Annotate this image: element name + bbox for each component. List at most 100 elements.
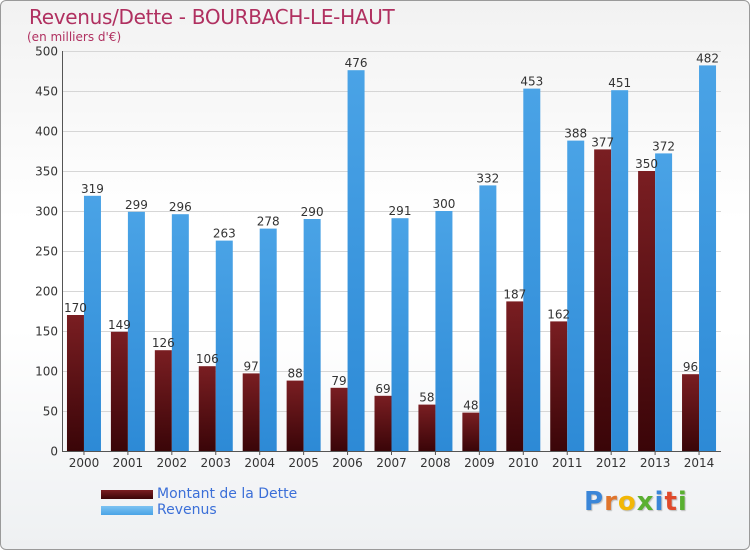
bar-revenus	[435, 211, 453, 451]
data-label-dette: 126	[152, 336, 175, 350]
x-tick-label: 2006	[332, 456, 363, 470]
x-tick-label: 2008	[420, 456, 451, 470]
bar-revenus	[127, 211, 145, 451]
y-tick-label: 250	[35, 245, 58, 259]
bar-dette	[506, 301, 524, 451]
bar-dette	[682, 374, 700, 451]
data-label-dette: 377	[591, 135, 614, 149]
data-label-revenus: 451	[608, 76, 631, 90]
data-label-dette: 69	[375, 382, 390, 396]
logo-letter: P	[584, 487, 605, 517]
x-tick-label: 2001	[113, 456, 144, 470]
logo-letter: t	[664, 487, 678, 517]
bar-revenus	[523, 88, 541, 451]
data-label-revenus: 388	[564, 127, 587, 141]
bar-revenus	[391, 218, 409, 451]
x-tick-label: 2000	[69, 456, 100, 470]
bar-dette	[330, 387, 348, 451]
x-tick-label: 2010	[508, 456, 539, 470]
data-label-dette: 79	[331, 374, 346, 388]
y-tick-label: 450	[35, 85, 58, 99]
bar-dette	[594, 149, 612, 451]
data-label-revenus: 299	[125, 198, 148, 212]
logo-letter: r	[604, 487, 618, 517]
chart-title: Revenus/Dette - BOURBACH-LE-HAUT	[29, 5, 395, 29]
data-label-revenus: 263	[213, 227, 236, 241]
bar-revenus	[347, 70, 365, 451]
x-tick-label: 2007	[376, 456, 407, 470]
data-label-dette: 170	[64, 301, 87, 315]
bar-revenus	[215, 240, 233, 451]
bar-revenus	[611, 90, 629, 451]
bar-dette	[198, 366, 216, 451]
bar-dette	[418, 404, 436, 451]
y-tick-label: 350	[35, 165, 58, 179]
logo-letter: x	[636, 487, 655, 517]
data-label-dette: 350	[635, 157, 658, 171]
data-label-revenus: 482	[696, 51, 719, 65]
data-label-revenus: 296	[169, 200, 192, 214]
bar-dette	[286, 380, 304, 451]
bar-dette	[242, 373, 260, 451]
x-tick-label: 2014	[684, 456, 715, 470]
logo-letter: i	[677, 487, 688, 517]
data-label-dette: 149	[108, 318, 131, 332]
bar-dette	[66, 315, 84, 451]
bar-revenus	[655, 153, 673, 451]
data-label-revenus: 372	[652, 139, 675, 153]
data-label-dette: 58	[419, 391, 434, 405]
data-label-dette: 187	[503, 287, 526, 301]
y-tick-label: 300	[35, 205, 58, 219]
legend-swatch-revenus	[101, 506, 153, 515]
y-tick-label: 100	[35, 365, 58, 379]
x-tick-label: 2002	[157, 456, 188, 470]
y-tick-label: 200	[35, 285, 58, 299]
bar-revenus	[259, 228, 277, 451]
y-tick-label: 400	[35, 125, 58, 139]
bar-revenus	[567, 140, 585, 451]
proxiti-logo: Proxiti	[584, 487, 688, 517]
data-label-dette: 48	[463, 399, 478, 413]
y-tick-label: 150	[35, 325, 58, 339]
bar-revenus	[303, 219, 321, 451]
data-label-revenus: 476	[345, 56, 368, 70]
data-label-revenus: 319	[81, 182, 104, 196]
data-label-dette: 162	[547, 307, 570, 321]
logo-letter: o	[617, 487, 637, 517]
bar-dette	[374, 395, 392, 451]
data-label-dette: 97	[244, 359, 259, 373]
data-label-revenus: 290	[301, 205, 324, 219]
legend-label-dette: Montant de la Dette	[157, 486, 298, 502]
bar-dette	[154, 350, 172, 451]
bar-dette	[110, 331, 128, 451]
data-label-revenus: 300	[432, 197, 455, 211]
y-tick-label: 500	[35, 45, 58, 59]
data-label-revenus: 278	[257, 215, 280, 229]
data-label-dette: 88	[287, 367, 302, 381]
x-tick-label: 2005	[288, 456, 319, 470]
bar-revenus	[83, 195, 101, 451]
bar-dette	[638, 171, 656, 451]
logo-letter: i	[654, 487, 665, 517]
y-tick-label: 0	[50, 445, 58, 459]
x-tick-label: 2012	[596, 456, 627, 470]
data-label-revenus: 453	[520, 75, 543, 89]
bar-revenus	[479, 185, 497, 451]
x-tick-label: 2011	[552, 456, 583, 470]
x-tick-label: 2003	[200, 456, 231, 470]
data-label-dette: 96	[683, 360, 698, 374]
data-label-revenus: 291	[389, 204, 412, 218]
legend-label-revenus: Revenus	[157, 502, 217, 518]
legend-swatch-dette	[101, 490, 153, 499]
data-label-revenus: 332	[476, 171, 499, 185]
data-label-dette: 106	[196, 352, 219, 366]
bar-revenus	[171, 214, 189, 451]
bar-revenus	[699, 65, 717, 452]
y-tick-label: 50	[43, 405, 58, 419]
bar-dette	[462, 412, 480, 451]
x-tick-label: 2013	[640, 456, 671, 470]
chart-subtitle: (en milliers d'€)	[27, 30, 122, 44]
bar-dette	[550, 321, 568, 451]
